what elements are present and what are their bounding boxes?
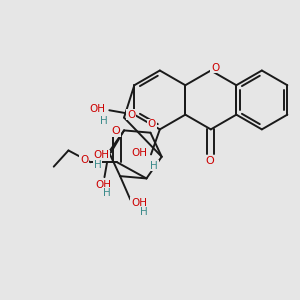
Text: OH: OH [89,104,105,114]
Text: O: O [127,110,136,120]
Text: O: O [148,119,156,130]
Text: H: H [100,116,107,126]
Text: H: H [140,207,148,217]
Text: OH: OH [96,180,112,190]
Text: H: H [94,160,101,170]
Text: H: H [103,188,111,198]
Text: H: H [150,160,158,171]
Text: OH: OH [131,198,147,208]
Text: OH: OH [132,148,148,158]
Text: O: O [111,126,120,136]
Text: O: O [205,156,214,166]
Text: OH: OH [93,150,110,161]
Text: O: O [80,155,88,165]
Text: O: O [211,63,219,73]
